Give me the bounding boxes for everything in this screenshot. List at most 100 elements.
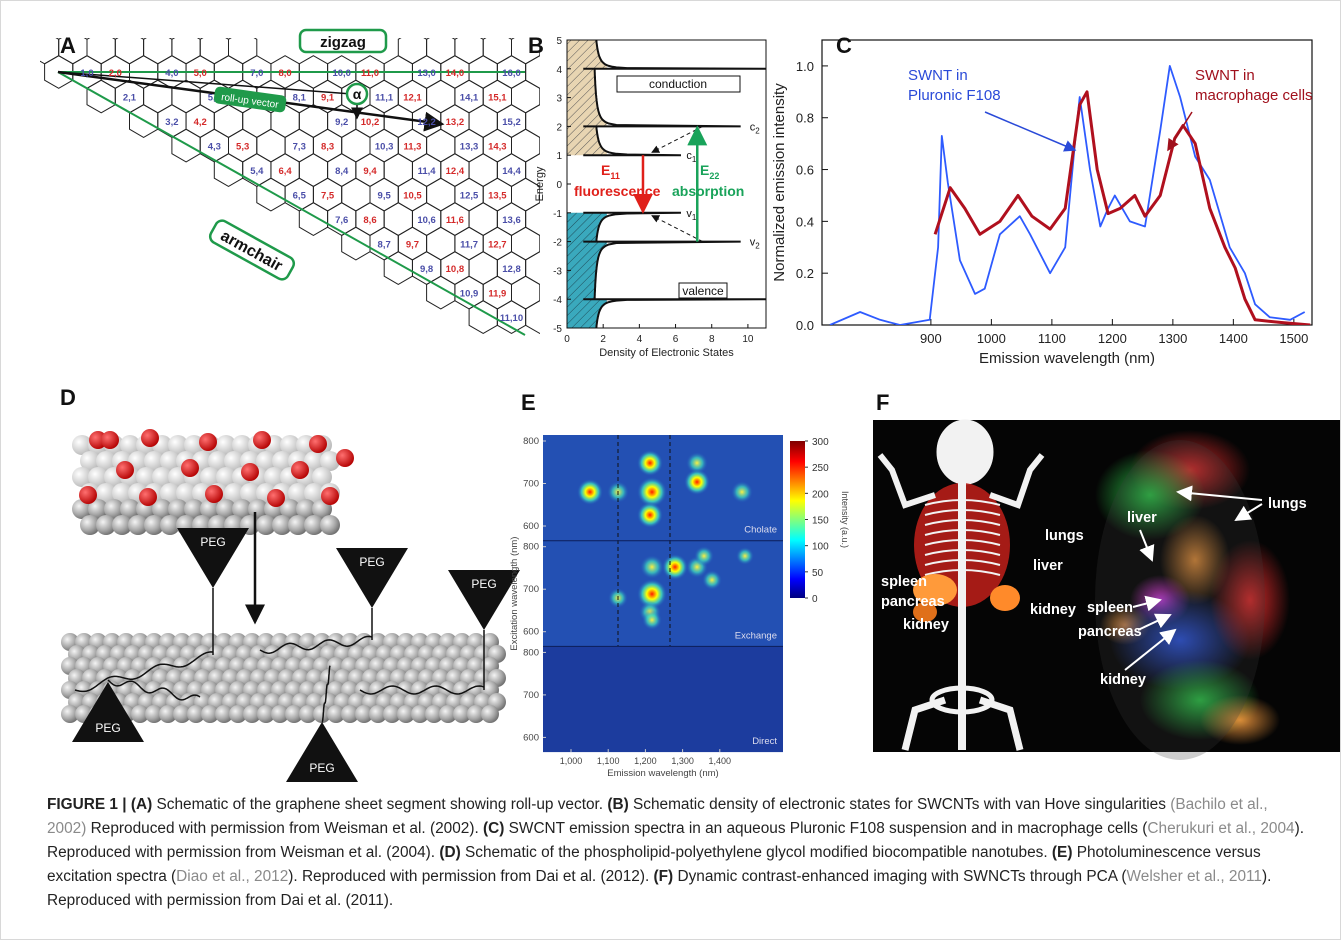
hexagon [384, 203, 412, 236]
hexagon [144, 31, 172, 64]
oxygen-atom [267, 489, 285, 507]
colorbar-label: Intensity (a.u.) [840, 491, 850, 548]
hex-label: 13,2 [446, 117, 465, 128]
hexagon [427, 227, 455, 260]
hex-label: 11,0 [361, 68, 379, 79]
caption-bold: (A) [131, 796, 152, 813]
x-tick-label: 1100 [1038, 331, 1066, 346]
hex-label: 10,3 [375, 142, 394, 153]
y-tick-label: 0.8 [796, 111, 814, 126]
hex-label: 10,6 [417, 215, 436, 226]
hex-label: 2,1 [123, 93, 137, 104]
armchair-tag: armchair [208, 218, 297, 282]
hex-label: 12,4 [446, 166, 465, 177]
conduction-label: conduction [649, 77, 707, 91]
hexagon [427, 80, 455, 113]
hexagon [469, 203, 497, 236]
hex-label: 14,1 [460, 93, 479, 104]
x-tick-label: 8 [709, 334, 715, 345]
organ-label: liver [1033, 558, 1063, 574]
oxygen-atom [101, 431, 119, 449]
valence-label: valence [682, 284, 724, 298]
hex-label: 7,3 [293, 142, 306, 153]
hex-label: 13,0 [417, 68, 436, 79]
caption: FIGURE 1 | (A) Schematic of the graphene… [47, 793, 1309, 913]
caption-plain: ). Reproduced with permission from Dai e… [288, 868, 653, 885]
y-tick-label: 800 [523, 647, 539, 658]
hexagon [512, 80, 540, 113]
atom [481, 705, 499, 723]
oxygen-atom [253, 431, 271, 449]
hex-label: 13,6 [502, 215, 521, 226]
organ-label: kidney [1100, 672, 1146, 688]
annotation-arrow [985, 112, 1075, 150]
hex-label: 7,6 [335, 215, 348, 226]
organ-label: spleen [1087, 600, 1133, 616]
x-tick-label: 0 [564, 334, 570, 345]
figure: 1,02,04,05,07,08,010,011,013,014,016,02,… [0, 0, 1341, 785]
oxygen-atom [199, 433, 217, 451]
hex-label: 2,0 [109, 68, 122, 79]
hex-label: 11,9 [488, 289, 506, 300]
hex-label: 7,5 [321, 191, 335, 202]
van-hove-curve [583, 40, 766, 69]
pl-spot [637, 502, 663, 528]
y-tick-label: 0.0 [796, 318, 814, 333]
hexagon [257, 129, 285, 162]
e11-symbol: E11 [601, 162, 620, 181]
hex-label: 3,2 [165, 117, 178, 128]
pl-spot [577, 479, 603, 505]
hex-label: 4,0 [165, 68, 178, 79]
hexagon [200, 31, 228, 64]
annotation: SWNT in [1195, 67, 1255, 84]
y-tick-label: 0.2 [796, 266, 814, 281]
panel-letter: B [528, 33, 544, 58]
subpanel-label: Cholate [744, 525, 777, 536]
subpanel-label: Exchange [735, 630, 777, 641]
hex-label: 14,3 [488, 142, 507, 153]
hexagon [526, 203, 554, 236]
hex-label: 12,8 [502, 264, 521, 275]
hexagon [214, 105, 242, 138]
hexagon [526, 56, 554, 89]
caption-plain: Reproduced with permission from Weisman … [86, 820, 483, 837]
hexagon [214, 154, 242, 187]
e22-subscript: 22 [709, 171, 719, 181]
y-tick-label: 800 [523, 436, 539, 447]
armchair-line [58, 72, 525, 335]
hex-label: 10,8 [446, 264, 465, 275]
alpha-label: α [353, 86, 362, 102]
caption-ref: Diao et al., 2012 [176, 868, 288, 885]
oxygen-atom [139, 488, 157, 506]
x-tick-label: 1200 [1098, 331, 1127, 346]
oxygen-atom [291, 461, 309, 479]
y-tick-label: -1 [553, 209, 562, 220]
hexagon [455, 31, 483, 64]
pl-spot [731, 481, 753, 503]
peg-label: PEG [359, 555, 384, 569]
hexagon [483, 31, 511, 64]
organ [990, 585, 1020, 611]
hex-label: 12,1 [403, 93, 422, 104]
hexagon [115, 31, 143, 64]
state-label: v2 [750, 237, 761, 251]
hexagon [469, 252, 497, 285]
x-tick-label: 1,400 [709, 756, 732, 766]
panel-letter: A [60, 33, 76, 58]
oxygen-atom [309, 435, 327, 453]
caption-bold: (F) [654, 868, 674, 885]
x-tick-label: 1,100 [597, 756, 620, 766]
y-tick-label: -5 [553, 324, 562, 335]
organ-label: pancreas [1078, 624, 1142, 640]
hexagon [526, 301, 554, 334]
oxygen-atom [181, 459, 199, 477]
hex-label: 4,2 [194, 117, 207, 128]
bottom-tube [61, 633, 506, 723]
colorbar-tick-label: 100 [812, 542, 829, 553]
hex-label: 7,0 [250, 68, 263, 79]
state-subscript: 2 [755, 126, 760, 135]
hexagon [469, 154, 497, 187]
x-tick-label: 1000 [977, 331, 1006, 346]
hex-label: 13,5 [488, 191, 507, 202]
top-tube [72, 429, 354, 535]
